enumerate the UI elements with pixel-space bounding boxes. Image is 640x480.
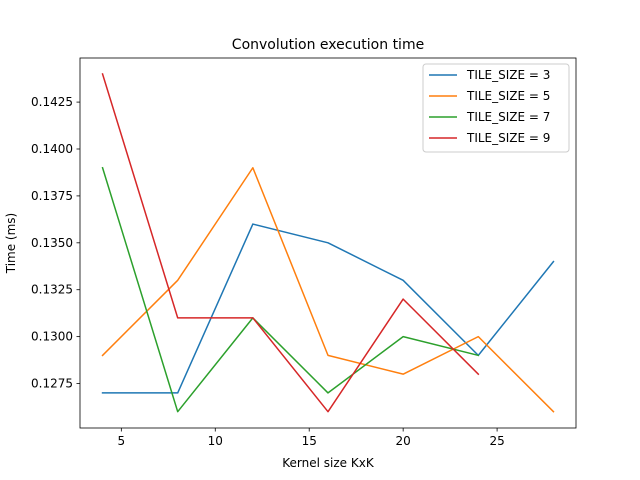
legend-label: TILE_SIZE = 3 <box>466 68 550 82</box>
legend-label: TILE_SIZE = 5 <box>466 89 550 103</box>
series-line-4 <box>101 73 480 413</box>
y-tick-label: 0.1400 <box>31 142 73 156</box>
y-tick-label: 0.1325 <box>31 283 73 297</box>
y-axis-ticks: 0.1275 0.1300 0.1325 0.1350 0.1375 0.1400 0.14… <box>31 95 80 391</box>
x-tick-label: 20 <box>396 434 411 448</box>
x-axis-label: Kernel size KxK <box>282 456 375 470</box>
y-tick-label: 0.1425 <box>31 95 73 109</box>
y-tick-label: 0.1275 <box>31 377 73 391</box>
x-tick-label: 5 <box>118 434 126 448</box>
legend-box <box>422 63 570 153</box>
chart-title: Convolution execution time <box>232 37 424 53</box>
x-tick-label: 25 <box>489 434 504 448</box>
x-tick-label: 10 <box>208 434 223 448</box>
y-axis-label: Time (ms) <box>4 213 18 275</box>
series-line-2 <box>101 167 555 413</box>
legend-label: TILE_SIZE = 7 <box>466 110 550 124</box>
series-layer <box>101 73 555 413</box>
legend-label: TILE_SIZE = 9 <box>466 131 550 145</box>
legend: TILE_SIZE = 3 TILE_SIZE = 5 TILE_SIZE = 7 T… <box>422 63 570 153</box>
y-tick-label: 0.1350 <box>31 236 73 250</box>
series-line-3 <box>101 166 480 413</box>
y-tick-label: 0.1300 <box>31 330 73 344</box>
x-axis-ticks: 5 10 15 20 25 <box>118 428 505 448</box>
y-tick-label: 0.1375 <box>31 189 73 203</box>
x-tick-label: 15 <box>302 434 317 448</box>
